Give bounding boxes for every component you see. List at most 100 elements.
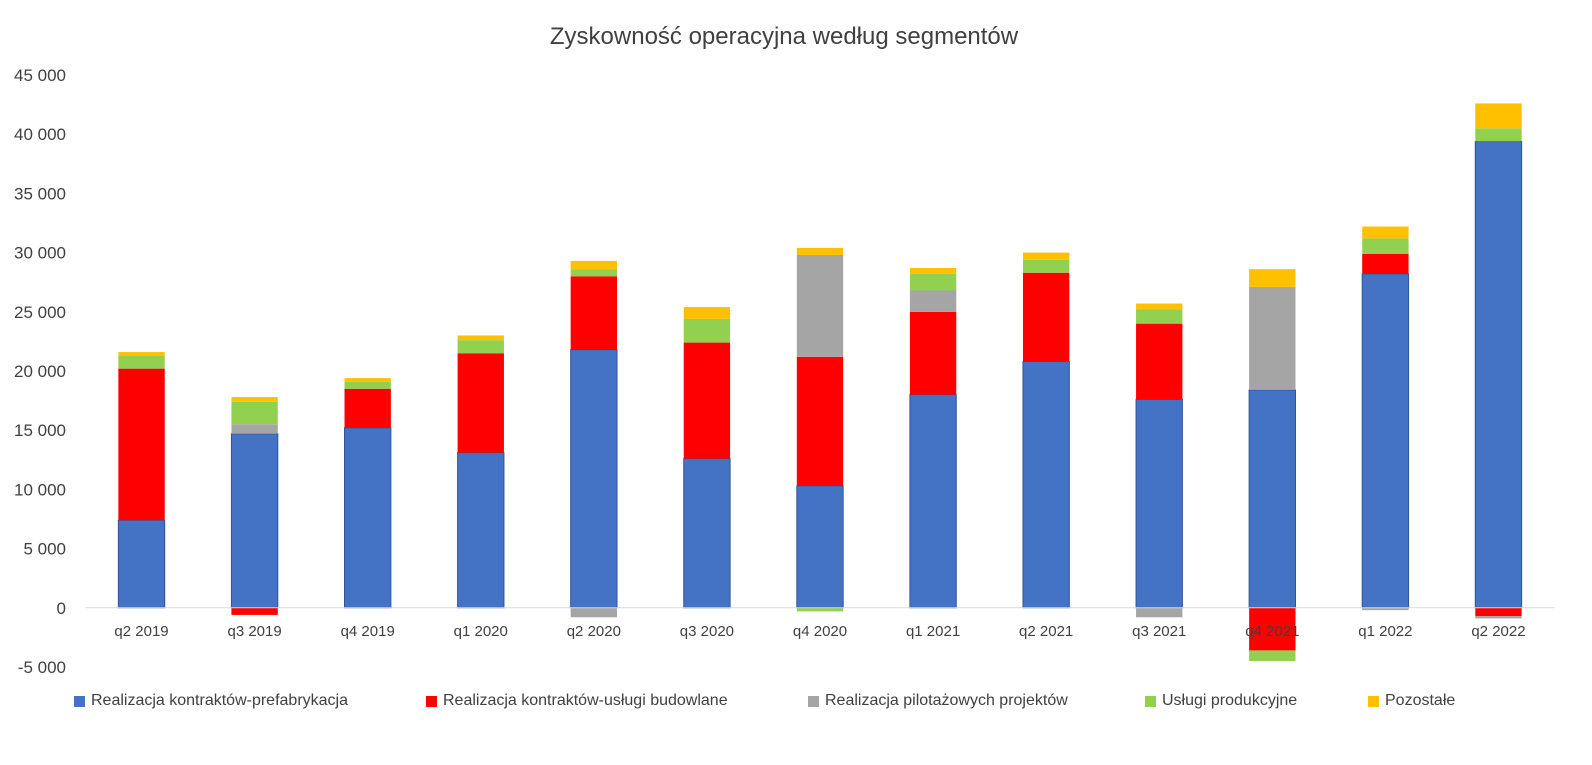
- y-tick-label: 10 000: [14, 480, 66, 499]
- bar-segment: [1475, 616, 1522, 619]
- x-tick-label: q2 2020: [567, 623, 621, 640]
- bar-segment: [796, 254, 844, 357]
- x-axis: q2 2019 q3 2019 q4 2019 q1 2020 q2 2020 q3 20…: [114, 623, 1525, 640]
- bar-segment: [796, 247, 844, 255]
- bar-segment: [117, 519, 166, 609]
- bar-segment: [909, 394, 957, 609]
- y-tick-label: -5 000: [18, 658, 66, 677]
- bar-segment: [683, 307, 731, 319]
- bar-segment: [1362, 253, 1409, 274]
- bar-segment: [683, 318, 731, 343]
- legend-swatch: [808, 695, 819, 707]
- legend: Realizacja kontraktów-prefabrykacja Reali…: [0, 692, 1592, 720]
- bar-segment: [1136, 607, 1183, 618]
- y-tick-label: 40 000: [14, 125, 66, 144]
- bar-segment: [1022, 361, 1070, 609]
- bar-segment: [1362, 238, 1409, 254]
- bar-segment: [118, 355, 165, 369]
- bar-segment: [344, 381, 391, 389]
- legend-label: Usługi produkcyjne: [1162, 692, 1298, 709]
- y-tick-label: 20 000: [14, 362, 66, 381]
- legend-item: Realizacja kontraktów-prefabrykacja: [74, 692, 348, 710]
- legend-swatch: [426, 695, 437, 707]
- legend-swatch: [1145, 695, 1156, 707]
- legend-label: Realizacja pilotażowych projektów: [825, 692, 1068, 709]
- bar-segment: [1362, 607, 1409, 611]
- bar-segment: [909, 267, 957, 274]
- legend-item: Realizacja kontraktów-usługi budowlane: [426, 692, 728, 710]
- bar-segment: [570, 607, 618, 618]
- bar-segment: [909, 290, 957, 312]
- bar-segment: [570, 260, 618, 270]
- bar-segment: [230, 433, 279, 609]
- x-tick-label: q3 2020: [680, 623, 734, 640]
- x-tick-label: q4 2021: [1245, 623, 1299, 640]
- bar-segment: [1022, 252, 1070, 260]
- bar-segment: [570, 349, 618, 609]
- bar-segment: [457, 335, 504, 341]
- bar-segment: [683, 458, 731, 609]
- x-tick-label: q4 2020: [793, 623, 847, 640]
- chart-title: Zyskowność operacyjna według segmentów: [550, 23, 1019, 50]
- bar-segment: [1361, 273, 1410, 609]
- x-tick-label: q1 2022: [1358, 623, 1412, 640]
- y-tick-label: 5 000: [23, 540, 66, 559]
- bar-segment: [344, 427, 392, 609]
- y-tick-label: 45 000: [14, 66, 66, 85]
- legend-label: Pozostałe: [1385, 692, 1456, 709]
- bar-segment: [231, 424, 278, 434]
- legend-item: Usługi produkcyjne: [1145, 692, 1297, 710]
- bar-segment: [1362, 226, 1409, 239]
- bar-segment: [1249, 269, 1296, 287]
- bar-segment: [457, 353, 504, 453]
- bar-segment: [1249, 650, 1296, 662]
- legend-swatch: [1368, 695, 1379, 707]
- bar-segment: [118, 352, 165, 356]
- bar-segment: [231, 397, 278, 402]
- bar-segment: [1248, 389, 1296, 609]
- x-tick-label: q4 2019: [341, 623, 395, 640]
- bar-segment: [796, 356, 844, 486]
- y-tick-label: 25 000: [14, 303, 66, 322]
- bar-segment: [457, 340, 504, 354]
- bar-chart: Zyskowność operacyjna według segmentów -…: [14, 23, 1555, 677]
- x-tick-label: q3 2019: [227, 623, 281, 640]
- legend-swatch: [74, 695, 85, 707]
- y-tick-label: 0: [57, 599, 66, 618]
- bar-segment: [1475, 103, 1522, 129]
- bar-segment: [1136, 303, 1183, 310]
- bar-segment: [344, 388, 391, 428]
- y-tick-label: 35 000: [14, 184, 66, 203]
- bar-segment: [1022, 272, 1070, 362]
- bar-segment: [570, 269, 618, 277]
- bar-segment: [1136, 309, 1183, 324]
- bar-segment: [1475, 128, 1522, 142]
- bars-group: [117, 103, 1523, 662]
- bar-segment: [909, 311, 957, 395]
- bar-segment: [1475, 607, 1522, 617]
- bar-segment: [796, 485, 844, 609]
- bar-segment: [570, 276, 618, 350]
- y-tick-label: 30 000: [14, 244, 66, 263]
- legend-item: Pozostałe: [1368, 692, 1455, 710]
- bar-segment: [1136, 323, 1183, 400]
- y-axis: -5 000 0 5 000 10 000 15 000 20 000 25 000 30 0…: [14, 66, 66, 677]
- x-tick-label: q1 2021: [906, 623, 960, 640]
- bar-segment: [909, 273, 957, 291]
- x-tick-label: q2 2021: [1019, 623, 1073, 640]
- x-tick-label: q2 2022: [1471, 623, 1525, 640]
- legend-label: Realizacja kontraktów-prefabrykacja: [91, 692, 348, 709]
- x-tick-label: q2 2019: [114, 623, 168, 640]
- x-tick-label: q3 2021: [1132, 623, 1186, 640]
- y-tick-label: 15 000: [14, 421, 66, 440]
- bar-segment: [457, 452, 505, 609]
- bar-segment: [118, 368, 165, 521]
- bar-segment: [231, 401, 278, 425]
- legend-item: Realizacja pilotażowych projektów: [808, 692, 1068, 710]
- bar-segment: [1135, 398, 1183, 609]
- bar-segment: [1249, 286, 1296, 390]
- bar-segment: [231, 607, 278, 615]
- bar-segment: [796, 607, 844, 612]
- bar-segment: [1022, 259, 1070, 273]
